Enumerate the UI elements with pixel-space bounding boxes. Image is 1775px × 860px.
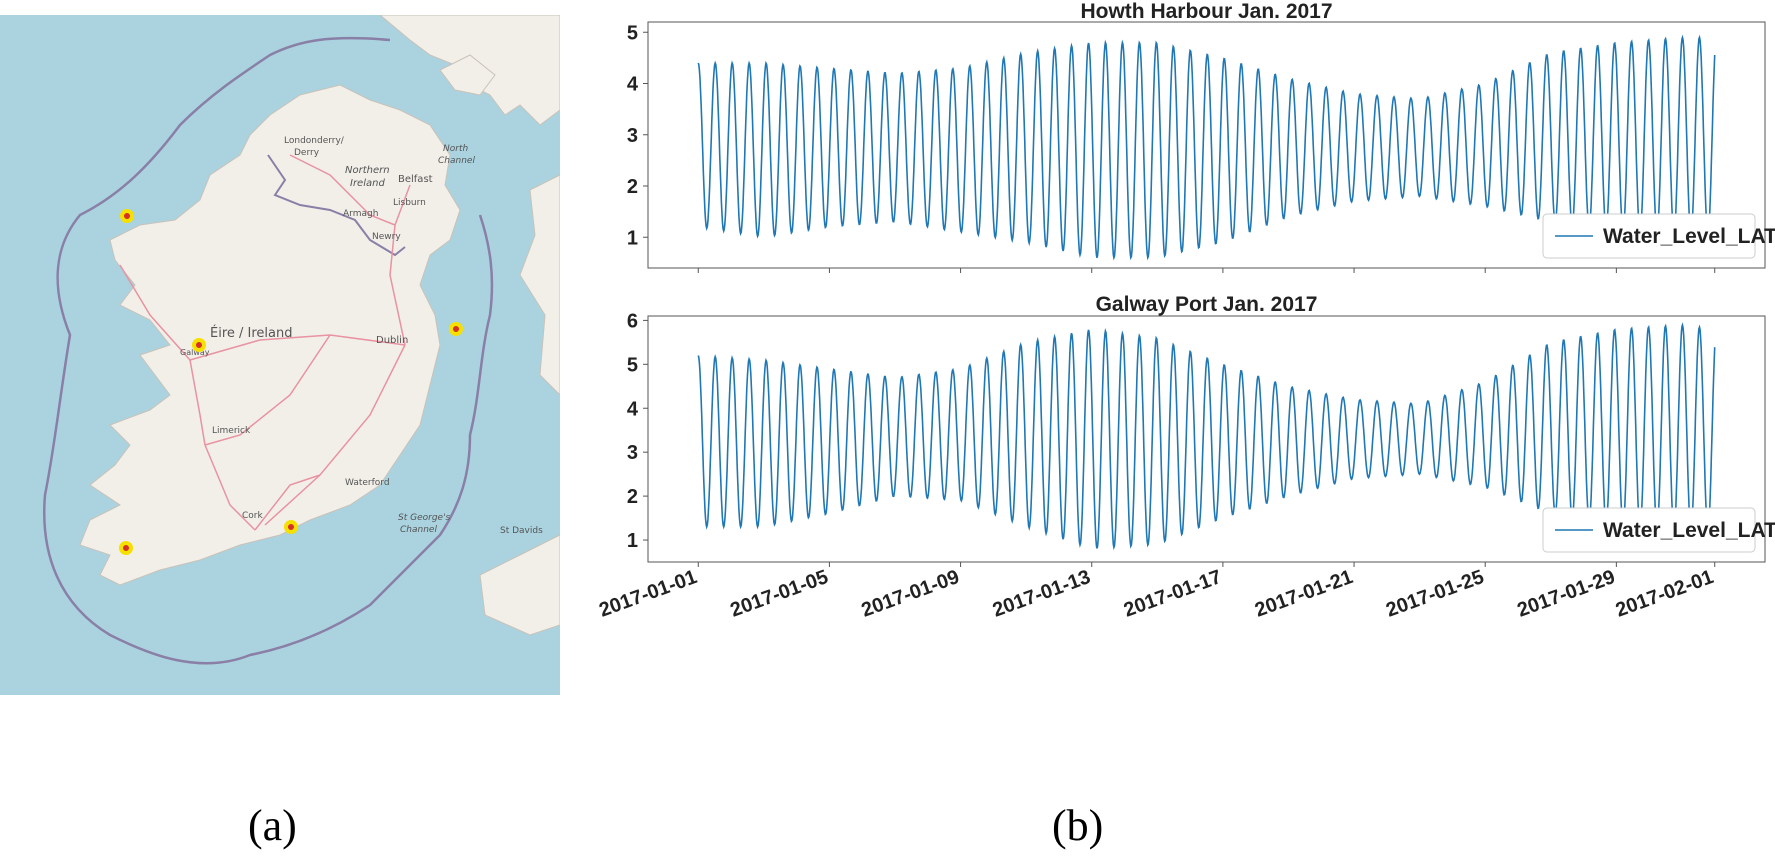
- y-tick-label: 3: [627, 125, 638, 147]
- place-label-londonderry: Londonderry/: [284, 136, 345, 146]
- place-label-armagh: Armagh: [343, 209, 378, 219]
- y-tick-label: 6: [627, 310, 638, 332]
- x-tick-label: 2017-01-09: [859, 566, 963, 622]
- territorial-waters-line: [43, 36, 494, 665]
- region-label-line2: Ireland: [350, 178, 385, 189]
- legend-box: [1542, 213, 1756, 259]
- station-marker-cork[interactable]: [284, 520, 298, 534]
- place-label-derry: Derry: [294, 148, 320, 158]
- region-label-line1: Northern: [345, 165, 390, 176]
- place-label-galway: Galway: [180, 348, 210, 357]
- x-tick-label: 2017-01-01: [596, 566, 700, 622]
- place-label-limerick: Limerick: [212, 426, 251, 436]
- x-tick-label: 2017-01-13: [990, 566, 1094, 622]
- series-line-water-level: [697, 34, 1716, 261]
- station-marker-galway[interactable]: [192, 338, 206, 352]
- chart-howth-harbour: Howth Harbour Jan. 2017 1 2 3 4 5 Water_Level…: [627, 0, 1775, 273]
- station-marker-southwest[interactable]: [119, 541, 133, 555]
- country-label: Éire / Ireland: [210, 325, 293, 341]
- ni-border: [267, 154, 406, 257]
- x-tick-label: 2017-01-21: [1252, 566, 1356, 622]
- channel-label-line2: Channel: [400, 525, 437, 535]
- place-label-lisburn: Lisburn: [393, 198, 426, 208]
- place-label-belfast: Belfast: [398, 174, 433, 185]
- sea-label-line1: North: [443, 144, 468, 154]
- road-network: [119, 154, 411, 531]
- plot-frame: [647, 315, 1766, 563]
- place-label-waterford: Waterford: [345, 478, 390, 488]
- chart-galway-port: Galway Port Jan. 2017 1 2 3 4 5 6 2017-01-01 20…: [596, 293, 1775, 622]
- x-tick-label: 2017-01-25: [1383, 566, 1487, 622]
- chart-title-galway: Galway Port Jan. 2017: [1096, 293, 1318, 316]
- y-tick-label: 2: [627, 176, 638, 198]
- y-tick-label: 5: [627, 354, 638, 376]
- place-label-dublin: Dublin: [376, 335, 408, 346]
- x-tick-label: 2017-01-17: [1121, 566, 1225, 622]
- legend-label: Water_Level_LAT: [1603, 519, 1775, 542]
- channel-label-line1: St George's: [398, 513, 451, 523]
- tide-charts: Howth Harbour Jan. 2017 1 2 3 4 5 Water_Level…: [596, 0, 1775, 622]
- map-panel: Éire / Ireland Northern Ireland North Ch…: [0, 14, 561, 695]
- island-shape: [439, 54, 496, 96]
- sea-label-line2: Channel: [438, 156, 475, 166]
- caption-a: (a): [248, 801, 297, 850]
- x-tick-label: 2017-02-01: [1613, 566, 1717, 622]
- series-line-water-level: [697, 322, 1716, 551]
- y-tick-label: 4: [627, 398, 639, 420]
- x-tick-label: 2017-01-29: [1514, 566, 1618, 622]
- chart-title-howth: Howth Harbour Jan. 2017: [1080, 0, 1332, 23]
- y-tick-label: 1: [627, 530, 638, 552]
- y-tick-label: 4: [627, 74, 639, 96]
- legend-box: [1542, 507, 1756, 553]
- legend-label: Water_Level_LAT: [1603, 225, 1775, 248]
- place-label-st-davids: St Davids: [500, 526, 543, 536]
- plot-frame: [647, 21, 1766, 269]
- y-tick-label: 5: [627, 22, 638, 44]
- station-marker-northwest[interactable]: [120, 209, 134, 223]
- britain-coast: [519, 174, 561, 397]
- ireland-map: Éire / Ireland Northern Ireland North Ch…: [0, 14, 561, 695]
- chart-panel: Howth Harbour Jan. 2017 1 2 3 4 5 Water_Level…: [580, 0, 1775, 720]
- y-tick-label: 3: [627, 442, 638, 464]
- x-tick-label: 2017-01-05: [727, 566, 831, 622]
- y-tick-label: 2: [627, 486, 638, 508]
- station-marker-dublin[interactable]: [449, 322, 463, 336]
- place-label-cork: Cork: [242, 511, 263, 521]
- caption-b: (b): [1052, 801, 1104, 850]
- y-tick-label: 1: [627, 227, 638, 249]
- place-label-newry: Newry: [372, 232, 401, 242]
